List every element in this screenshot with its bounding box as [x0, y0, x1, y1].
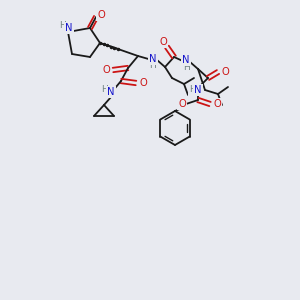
Text: N: N — [182, 55, 190, 65]
Text: O: O — [139, 78, 147, 88]
Text: H: H — [100, 85, 107, 94]
Text: O: O — [221, 67, 229, 77]
Text: O: O — [213, 99, 221, 109]
Text: H: H — [58, 22, 65, 31]
Text: O: O — [97, 10, 105, 20]
Text: N: N — [194, 85, 202, 95]
Text: O: O — [178, 99, 186, 109]
Text: H: H — [183, 64, 189, 73]
Text: N: N — [65, 23, 73, 33]
Text: N: N — [107, 87, 115, 97]
Text: O: O — [159, 37, 167, 47]
Text: H: H — [150, 61, 156, 70]
Text: N: N — [149, 54, 157, 64]
Text: H: H — [189, 85, 195, 94]
Text: O: O — [102, 65, 110, 75]
